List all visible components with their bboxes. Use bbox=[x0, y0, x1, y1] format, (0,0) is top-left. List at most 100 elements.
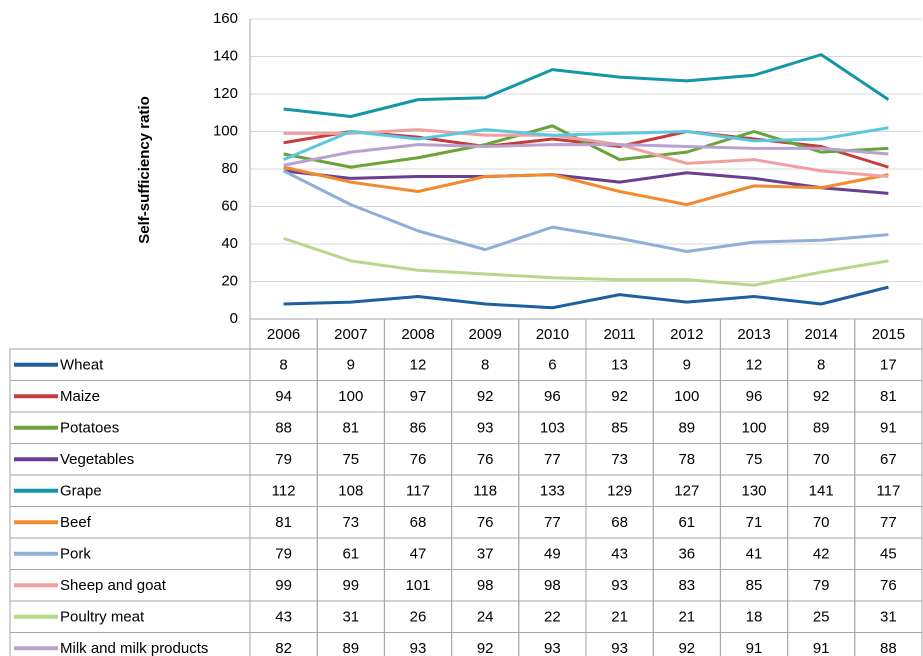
y-tick-label: 120 bbox=[213, 85, 238, 102]
value-label: 86 bbox=[410, 420, 427, 437]
value-label: 97 bbox=[410, 388, 427, 405]
value-label: 94 bbox=[275, 388, 292, 405]
value-label: 70 bbox=[813, 514, 830, 531]
value-label: 76 bbox=[477, 451, 494, 468]
value-label: 88 bbox=[275, 420, 292, 437]
value-label: 43 bbox=[611, 546, 628, 563]
value-label: 76 bbox=[410, 451, 427, 468]
value-label: 96 bbox=[544, 388, 561, 405]
value-label: 81 bbox=[342, 420, 359, 437]
value-label: 91 bbox=[813, 640, 830, 656]
value-label: 61 bbox=[678, 514, 695, 531]
value-label: 129 bbox=[607, 483, 632, 500]
x-tick-label: 2013 bbox=[737, 326, 770, 343]
value-label: 31 bbox=[880, 609, 897, 626]
legend-label: Milk and milk products bbox=[60, 640, 208, 656]
value-label: 47 bbox=[410, 546, 427, 563]
value-label: 100 bbox=[338, 388, 363, 405]
value-label: 81 bbox=[275, 514, 292, 531]
value-label: 68 bbox=[611, 514, 628, 531]
value-label: 89 bbox=[813, 420, 830, 437]
y-tick-label: 80 bbox=[221, 160, 238, 177]
value-label: 92 bbox=[678, 640, 695, 656]
value-label: 68 bbox=[410, 514, 427, 531]
value-label: 41 bbox=[746, 546, 763, 563]
value-label: 92 bbox=[813, 388, 830, 405]
x-tick-label: 2006 bbox=[267, 326, 300, 343]
value-label: 76 bbox=[477, 514, 494, 531]
y-tick-label: 100 bbox=[213, 122, 238, 139]
value-label: 43 bbox=[275, 609, 292, 626]
y-tick-label: 40 bbox=[221, 235, 238, 252]
value-label: 9 bbox=[347, 357, 355, 374]
value-label: 117 bbox=[406, 483, 430, 500]
value-label: 85 bbox=[611, 420, 628, 437]
y-tick-label: 140 bbox=[213, 47, 238, 64]
value-label: 71 bbox=[746, 514, 763, 531]
value-label: 12 bbox=[410, 357, 427, 374]
value-label: 70 bbox=[813, 451, 830, 468]
value-label: 93 bbox=[477, 420, 494, 437]
value-label: 96 bbox=[746, 388, 763, 405]
series-line bbox=[283, 53, 890, 118]
x-tick-label: 2012 bbox=[670, 326, 703, 343]
value-label: 133 bbox=[540, 483, 565, 500]
value-label: 92 bbox=[477, 388, 494, 405]
value-label: 108 bbox=[338, 483, 363, 500]
series-line bbox=[283, 285, 889, 310]
value-label: 100 bbox=[741, 420, 766, 437]
value-label: 92 bbox=[611, 388, 628, 405]
value-label: 85 bbox=[746, 577, 763, 594]
series-line bbox=[283, 128, 889, 178]
value-label: 98 bbox=[544, 577, 561, 594]
value-label: 73 bbox=[611, 451, 628, 468]
value-label: 88 bbox=[880, 640, 897, 656]
value-label: 9 bbox=[683, 357, 691, 374]
value-label: 18 bbox=[746, 609, 763, 626]
series-line bbox=[283, 143, 889, 167]
value-label: 42 bbox=[813, 546, 830, 563]
value-label: 83 bbox=[678, 577, 695, 594]
value-label: 79 bbox=[275, 451, 292, 468]
value-label: 78 bbox=[678, 451, 695, 468]
value-label: 13 bbox=[611, 357, 628, 374]
y-axis-label: Self-sufficiency ratio bbox=[136, 96, 153, 244]
value-label: 8 bbox=[817, 357, 825, 374]
value-label: 81 bbox=[880, 388, 897, 405]
value-label: 130 bbox=[741, 483, 766, 500]
x-tick-label: 2007 bbox=[334, 326, 367, 343]
value-label: 101 bbox=[405, 577, 430, 594]
value-label: 82 bbox=[275, 640, 292, 656]
x-tick-label: 2014 bbox=[805, 326, 838, 343]
value-label: 79 bbox=[275, 546, 292, 563]
value-label: 77 bbox=[544, 451, 561, 468]
legend-label: Beef bbox=[60, 514, 92, 531]
value-label: 91 bbox=[880, 420, 897, 437]
value-label: 21 bbox=[678, 609, 695, 626]
x-tick-label: 2008 bbox=[401, 326, 434, 343]
value-label: 75 bbox=[746, 451, 763, 468]
value-label: 45 bbox=[880, 546, 897, 563]
value-label: 24 bbox=[477, 609, 494, 626]
value-label: 61 bbox=[342, 546, 359, 563]
x-tick-label: 2009 bbox=[469, 326, 502, 343]
value-label: 117 bbox=[876, 483, 900, 500]
value-label: 22 bbox=[544, 609, 561, 626]
value-label: 6 bbox=[548, 357, 556, 374]
value-label: 25 bbox=[813, 609, 830, 626]
series-line bbox=[283, 165, 889, 207]
value-label: 93 bbox=[410, 640, 427, 656]
value-label: 93 bbox=[611, 640, 628, 656]
value-label: 91 bbox=[746, 640, 763, 656]
y-tick-label: 60 bbox=[221, 197, 238, 214]
value-label: 100 bbox=[674, 388, 699, 405]
value-label: 76 bbox=[880, 577, 897, 594]
legend-label: Pork bbox=[60, 546, 91, 563]
legend-label: Vegetables bbox=[60, 451, 134, 468]
value-label: 127 bbox=[674, 483, 699, 500]
value-label: 12 bbox=[746, 357, 763, 374]
series-line bbox=[283, 169, 889, 195]
series-line bbox=[282, 169, 889, 253]
legend-label: Grape bbox=[60, 483, 102, 500]
